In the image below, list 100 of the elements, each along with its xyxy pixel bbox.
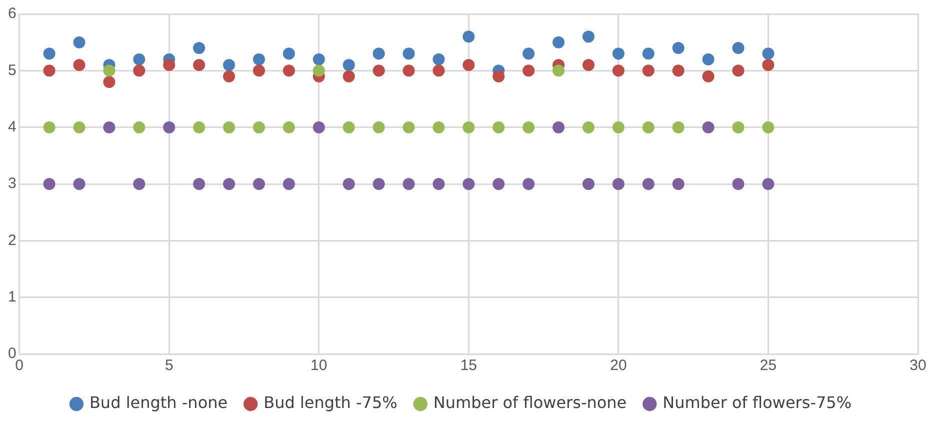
point: [462, 121, 475, 134]
point: [642, 121, 654, 134]
point: [582, 178, 594, 190]
point: [432, 53, 445, 66]
point: [312, 53, 325, 66]
point: [43, 64, 56, 77]
point: [282, 64, 295, 77]
point: [732, 121, 744, 134]
point: [312, 121, 325, 134]
point: [73, 36, 86, 48]
point: [762, 121, 774, 134]
point: [582, 59, 594, 71]
point: [342, 178, 355, 190]
point: [133, 121, 146, 134]
point: [642, 64, 654, 77]
point: [43, 48, 56, 60]
point: [103, 76, 116, 88]
point: [582, 30, 594, 43]
point: [462, 59, 475, 71]
point: [342, 121, 355, 134]
point: [252, 53, 265, 66]
point: [372, 64, 385, 77]
point: [612, 178, 624, 190]
legend-label: Number of flowers-none: [433, 393, 627, 412]
legend-label: Bud length -75%: [264, 393, 398, 412]
point: [642, 178, 654, 190]
point: [342, 70, 355, 82]
point: [762, 59, 774, 71]
point: [193, 178, 206, 190]
point: [462, 30, 475, 43]
point: [133, 178, 146, 190]
point: [432, 121, 445, 134]
point: [522, 64, 535, 77]
point: [432, 64, 445, 77]
y-tick-label: 5: [8, 62, 16, 79]
point: [522, 178, 535, 190]
point: [372, 48, 385, 60]
point: [552, 121, 565, 134]
point: [43, 178, 56, 190]
point: [312, 64, 325, 77]
point: [73, 121, 86, 134]
x-tick-label: 5: [164, 357, 174, 374]
point: [223, 70, 236, 82]
point: [163, 121, 176, 134]
point: [252, 121, 265, 134]
point: [223, 121, 236, 134]
point: [73, 59, 86, 71]
point: [492, 121, 505, 134]
point: [223, 59, 236, 71]
point: [223, 178, 236, 190]
point: [672, 178, 684, 190]
point: [522, 48, 535, 60]
point: [133, 53, 146, 66]
point: [402, 48, 415, 60]
point: [342, 59, 355, 71]
point: [762, 178, 774, 190]
point: [612, 64, 624, 77]
point: [672, 121, 684, 134]
point: [552, 64, 565, 77]
point: [252, 178, 265, 190]
point: [732, 42, 744, 54]
y-tick-label: 1: [8, 288, 16, 306]
point: [402, 178, 415, 190]
x-tick-label: 10: [310, 357, 328, 374]
y-tick-label: 2: [8, 232, 16, 249]
point: [163, 59, 176, 71]
x-tick-label: 20: [610, 357, 627, 374]
point: [133, 64, 146, 77]
point: [672, 42, 684, 54]
y-tick-label: 3: [8, 175, 16, 192]
point: [73, 178, 86, 190]
point: [642, 48, 654, 60]
y-tick-label: 6: [8, 5, 16, 22]
point: [43, 121, 56, 134]
point: [732, 64, 744, 77]
y-tick-label: 0: [8, 345, 16, 362]
point: [282, 48, 295, 60]
y-tick-label: 4: [8, 118, 16, 136]
point: [522, 121, 535, 134]
point: [282, 121, 295, 134]
point: [672, 64, 684, 77]
x-tick-label: 15: [460, 357, 478, 374]
point: [372, 178, 385, 190]
point: [462, 178, 475, 190]
point: [402, 64, 415, 77]
legend-label: Number of flowers-75%: [662, 393, 852, 412]
point: [702, 53, 714, 66]
x-tick-label: 25: [760, 357, 777, 374]
point: [193, 121, 206, 134]
point: [193, 42, 206, 54]
x-tick-label: 30: [910, 357, 926, 374]
point: [252, 64, 265, 77]
point: [762, 48, 774, 60]
point: [612, 121, 624, 134]
point: [103, 64, 116, 77]
point: [492, 178, 505, 190]
legend-label: Bud length -none: [89, 393, 228, 412]
point: [702, 70, 714, 82]
point: [552, 36, 565, 48]
point: [612, 48, 624, 60]
